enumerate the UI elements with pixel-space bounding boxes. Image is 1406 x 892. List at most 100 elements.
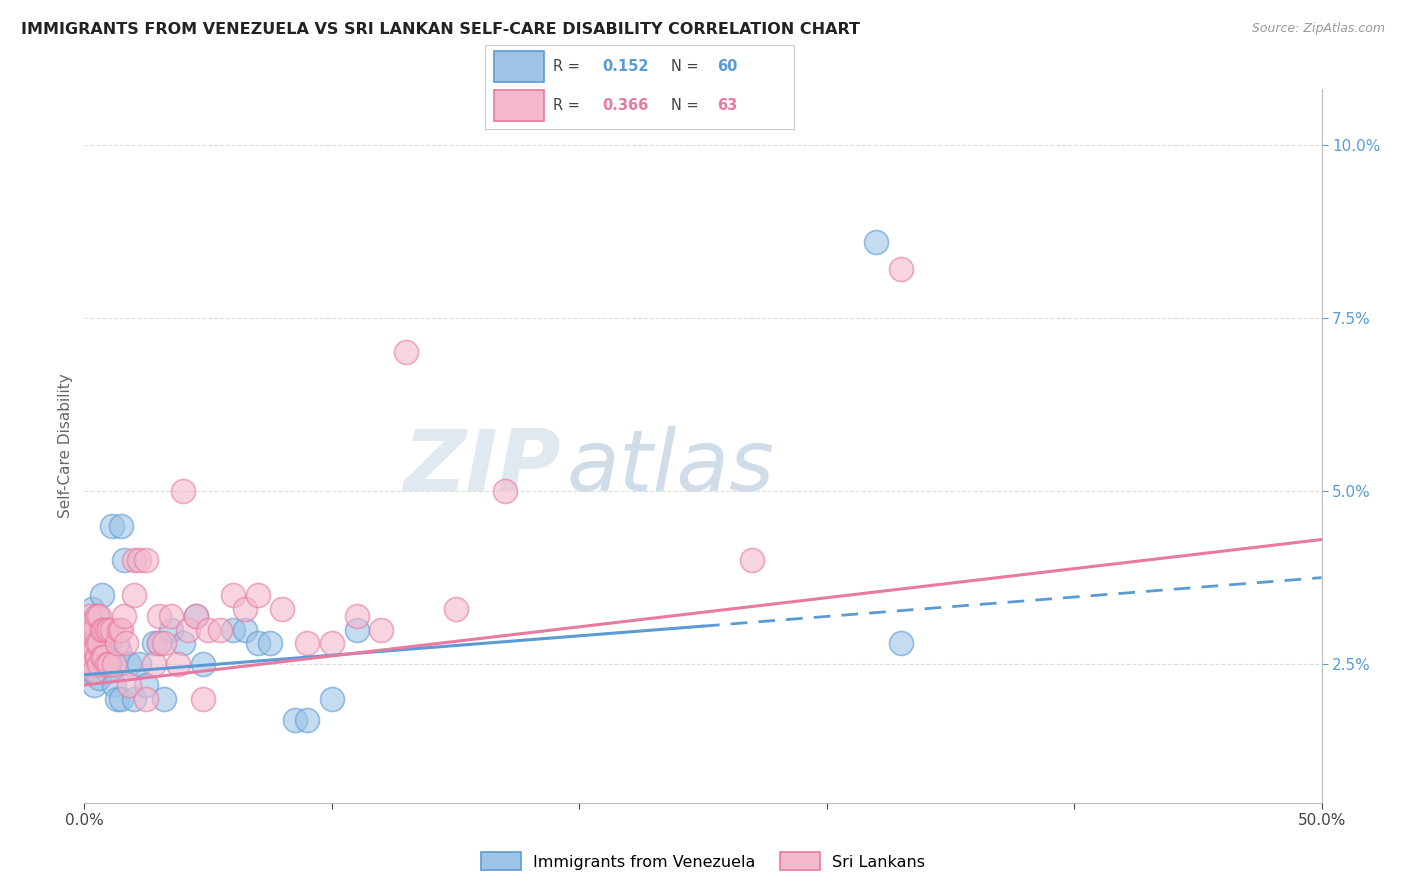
Point	[76, 623, 98, 637]
Point	[184, 608, 207, 623]
Point	[89, 623, 111, 637]
Point	[108, 643, 131, 657]
Point	[86, 650, 108, 665]
Text: R =: R =	[553, 98, 585, 113]
Point	[79, 623, 101, 637]
Point	[96, 657, 118, 672]
Point	[93, 650, 115, 665]
Point	[96, 664, 118, 678]
Point	[105, 691, 128, 706]
Point	[295, 636, 318, 650]
Point	[103, 657, 125, 672]
Point	[83, 623, 105, 637]
Point	[83, 664, 105, 678]
Point	[142, 657, 165, 672]
Point	[142, 636, 165, 650]
Point	[90, 650, 112, 665]
Point	[135, 691, 157, 706]
Point	[271, 602, 294, 616]
FancyBboxPatch shape	[495, 52, 544, 82]
Point	[89, 657, 111, 672]
Point	[79, 636, 101, 650]
Point	[80, 650, 103, 665]
FancyBboxPatch shape	[495, 90, 544, 120]
Point	[80, 636, 103, 650]
Point	[112, 553, 135, 567]
Point	[110, 691, 132, 706]
Point	[135, 553, 157, 567]
Point	[222, 588, 245, 602]
Point	[444, 602, 467, 616]
Point	[346, 608, 368, 623]
Point	[148, 636, 170, 650]
Point	[370, 623, 392, 637]
Point	[98, 657, 121, 672]
Point	[890, 262, 912, 277]
Text: 60: 60	[717, 59, 737, 74]
Point	[246, 636, 269, 650]
Point	[865, 235, 887, 249]
Point	[89, 608, 111, 623]
Point	[93, 623, 115, 637]
Point	[96, 623, 118, 637]
Point	[148, 636, 170, 650]
Point	[93, 636, 115, 650]
Point	[191, 657, 214, 672]
Point	[105, 636, 128, 650]
Point	[122, 588, 145, 602]
Point	[76, 643, 98, 657]
Point	[98, 657, 121, 672]
Point	[890, 636, 912, 650]
Point	[172, 483, 194, 498]
Point	[93, 657, 115, 672]
Point	[321, 691, 343, 706]
Point	[98, 623, 121, 637]
Point	[100, 623, 122, 637]
Point	[321, 636, 343, 650]
Point	[86, 664, 108, 678]
Point	[83, 643, 105, 657]
Point	[246, 588, 269, 602]
Point	[128, 657, 150, 672]
Point	[89, 657, 111, 672]
Point	[86, 608, 108, 623]
Point	[76, 650, 98, 665]
Point	[89, 671, 111, 685]
Point	[89, 636, 111, 650]
Point	[80, 602, 103, 616]
Point	[80, 664, 103, 678]
Text: N =: N =	[671, 98, 703, 113]
Point	[222, 623, 245, 637]
Point	[83, 643, 105, 657]
Point	[80, 636, 103, 650]
Text: 0.366: 0.366	[603, 98, 648, 113]
Point	[118, 657, 141, 672]
Point	[167, 657, 190, 672]
Point	[233, 602, 256, 616]
Text: N =: N =	[671, 59, 703, 74]
Point	[259, 636, 281, 650]
Point	[79, 664, 101, 678]
Point	[148, 608, 170, 623]
Point	[494, 483, 516, 498]
Point	[96, 623, 118, 637]
Point	[110, 518, 132, 533]
Point	[741, 553, 763, 567]
Point	[160, 608, 183, 623]
Point	[295, 713, 318, 727]
Text: IMMIGRANTS FROM VENEZUELA VS SRI LANKAN SELF-CARE DISABILITY CORRELATION CHART: IMMIGRANTS FROM VENEZUELA VS SRI LANKAN …	[21, 22, 860, 37]
Point	[86, 608, 108, 623]
Point	[108, 623, 131, 637]
Point	[395, 345, 418, 359]
Point	[103, 678, 125, 692]
Point	[79, 608, 101, 623]
Point	[83, 678, 105, 692]
Text: ZIP: ZIP	[404, 425, 561, 509]
Point	[90, 623, 112, 637]
Point	[86, 650, 108, 665]
Point	[197, 623, 219, 637]
Point	[76, 615, 98, 630]
Text: 63: 63	[717, 98, 737, 113]
Point	[83, 657, 105, 672]
Point	[80, 623, 103, 637]
